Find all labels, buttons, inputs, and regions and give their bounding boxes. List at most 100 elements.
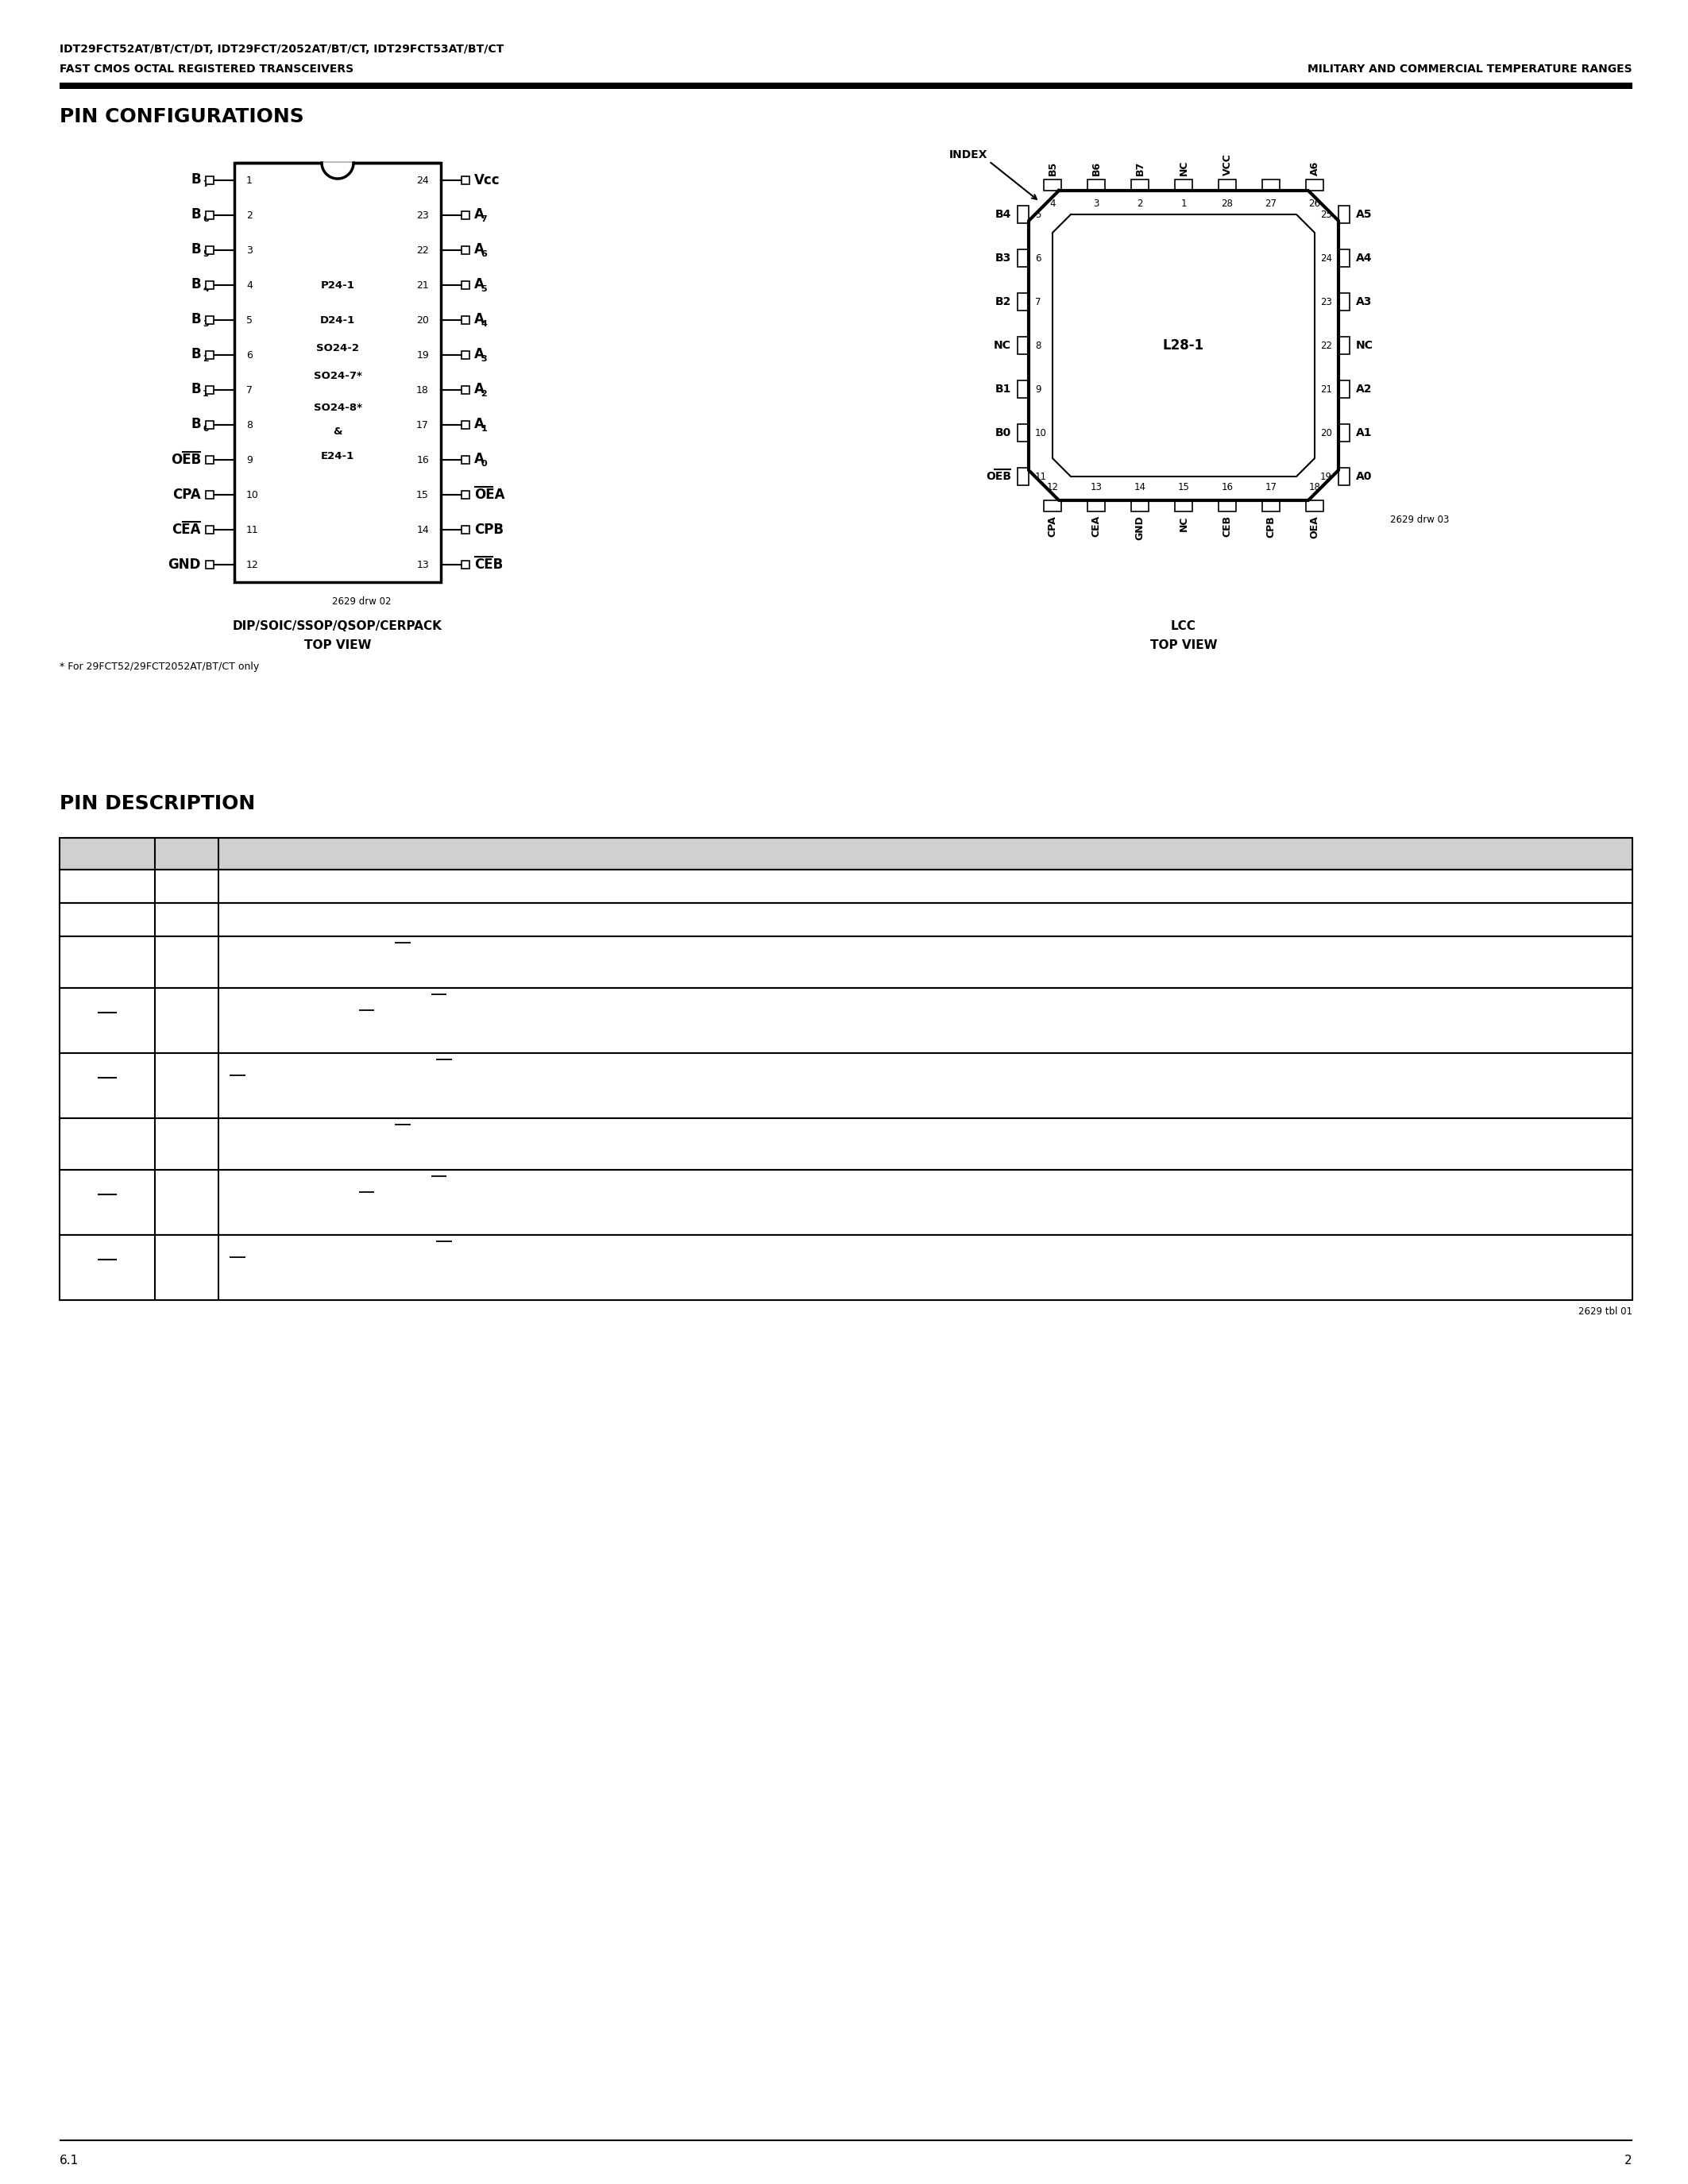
Text: Clock for the B Register.  When CEB is LOW, data is entered into the B Register : Clock for the B Register. When CEB is LO… [230,1127,885,1138]
Text: I/O: I/O [179,913,196,926]
Text: B0-7: B0-7 [91,913,123,926]
Bar [1339,380,1350,397]
Text: A: A [474,417,484,430]
Bar [1175,179,1192,190]
Bar [206,282,214,288]
Text: NC: NC [1178,515,1188,531]
Text: 7: 7 [481,216,488,223]
Bar [206,247,214,253]
Text: GND: GND [1134,515,1144,539]
Text: 1: 1 [203,391,209,397]
Text: OEB: OEB [170,452,201,467]
Text: B: B [191,312,201,325]
Text: A: A [474,242,484,256]
Text: 27: 27 [1264,199,1276,210]
Text: I: I [186,1079,189,1092]
Text: PIN CONFIGURATIONS: PIN CONFIGURATIONS [59,107,304,127]
Text: 6: 6 [203,216,209,223]
Text: 18: 18 [417,384,429,395]
Text: Clock for the A Register.  When CEA is LOW, data is entered into the A Register : Clock for the A Register. When CEA is LO… [230,943,885,957]
Bar [59,869,1632,902]
Bar [461,352,469,358]
Text: CPA: CPA [1047,515,1058,537]
Bar [1339,336,1350,354]
Text: LCC: LCC [1171,620,1197,631]
Bar [1339,467,1350,485]
Text: 6: 6 [1035,253,1041,264]
Text: 2: 2 [203,356,209,363]
Bar [206,352,214,358]
Text: P24-1: P24-1 [321,280,354,290]
Text: 8: 8 [246,419,253,430]
Bar [1219,500,1236,511]
Bar [1219,179,1236,190]
Text: 16: 16 [1222,483,1234,491]
Text: 16: 16 [417,454,429,465]
Text: B6: B6 [1090,162,1101,175]
Bar [206,317,214,323]
Text: 12: 12 [1047,483,1058,491]
Text: 11: 11 [246,524,258,535]
Bar [461,456,469,463]
Text: I/O: I/O [179,880,196,893]
Bar [1043,179,1062,190]
Text: A: A [474,277,484,290]
Text: 9: 9 [246,454,253,465]
Text: 22: 22 [1320,341,1332,352]
Bar [1131,500,1148,511]
Text: TOP VIEW: TOP VIEW [1150,640,1217,651]
Bar [461,387,469,393]
Text: TOP VIEW: TOP VIEW [304,640,371,651]
Text: 5: 5 [481,286,488,293]
Text: I: I [186,1262,189,1273]
Text: NC: NC [994,341,1011,352]
Text: CEB: CEB [95,1197,120,1208]
Text: 4: 4 [1050,199,1055,210]
Text: 2: 2 [1138,199,1143,210]
Text: 2629 tbl 01: 2629 tbl 01 [1578,1306,1632,1317]
Text: I: I [186,1016,189,1026]
Text: A2: A2 [1355,384,1372,395]
Bar [461,491,469,498]
Text: CEB: CEB [1222,515,1232,537]
Text: B: B [191,277,201,290]
Text: CPA: CPA [95,957,120,968]
Text: SO24-2: SO24-2 [316,343,360,354]
Text: 19: 19 [1320,472,1332,483]
Text: NC: NC [1355,341,1374,352]
Text: B: B [191,417,201,430]
Bar [206,422,214,428]
Text: OEB is HIGH, the B0-7 outputs are in the high-impedance state.: OEB is HIGH, the B0-7 outputs are in the… [230,1077,601,1090]
Text: B7: B7 [1134,162,1144,175]
Text: OEA: OEA [93,1262,122,1273]
Bar [1087,179,1106,190]
Bar [206,456,214,463]
Text: 4: 4 [481,321,488,328]
Text: CEA: CEA [95,1016,120,1026]
Bar [1339,293,1350,310]
Bar [206,561,214,568]
Text: B4: B4 [994,210,1011,221]
Bar [1043,500,1062,511]
Text: Name: Name [86,847,128,860]
Text: A0: A0 [1355,472,1372,483]
Text: CEA: CEA [172,522,201,537]
Bar [1018,205,1028,223]
Text: 3: 3 [1094,199,1099,210]
Text: A: A [474,312,484,325]
Bar [1018,293,1028,310]
Text: &: & [333,426,343,437]
Text: VCC: VCC [1222,153,1232,175]
Text: PIN DESCRIPTION: PIN DESCRIPTION [59,795,255,812]
Bar [59,839,1632,869]
Text: 7: 7 [246,384,253,395]
Bar [1263,179,1280,190]
Text: CPA: CPA [172,487,201,502]
Text: 24: 24 [417,175,429,186]
Text: SO24-7*: SO24-7* [314,371,361,382]
Bar [206,526,214,533]
Text: 5: 5 [1035,210,1041,221]
Text: 22: 22 [417,245,429,256]
Text: 20: 20 [417,314,429,325]
Text: MILITARY AND COMMERCIAL TEMPERATURE RANGES: MILITARY AND COMMERCIAL TEMPERATURE RANG… [1308,63,1632,74]
